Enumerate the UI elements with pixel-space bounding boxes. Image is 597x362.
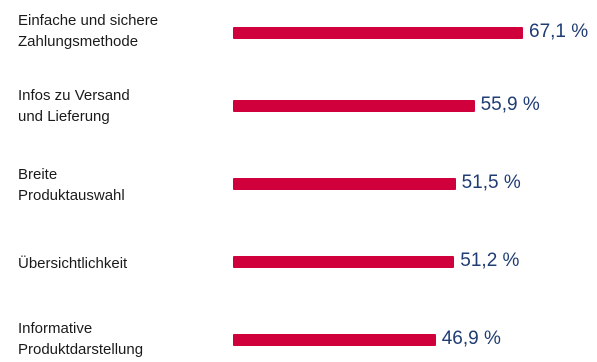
category-label-versand: Infos zu Versand und Lieferung xyxy=(18,87,130,125)
bar-uebersichtlichkeit xyxy=(233,256,455,268)
bar-produktdarstellung xyxy=(233,334,436,346)
bar-produktauswahl xyxy=(233,178,456,190)
bar-zahlungsmethode xyxy=(233,27,523,39)
category-label-produktdarstellung: Informative Produktdarstellung xyxy=(18,320,144,358)
value-label-produktauswahl: 51,5 % xyxy=(461,172,521,193)
value-label-zahlungsmethode: 67,1 % xyxy=(529,21,589,42)
category-label-zahlungsmethode: Einfache und sichere Zahlungsmethode xyxy=(18,12,159,50)
category-label-uebersichtlichkeit: Übersichtlichkeit xyxy=(18,255,128,272)
value-label-produktdarstellung: 46,9 % xyxy=(441,328,501,349)
value-label-versand: 55,9 % xyxy=(480,94,540,115)
category-label-produktauswahl: Breite Produktauswahl xyxy=(18,166,125,204)
bar-versand xyxy=(233,100,475,112)
value-label-uebersichtlichkeit: 51,2 % xyxy=(460,250,520,271)
